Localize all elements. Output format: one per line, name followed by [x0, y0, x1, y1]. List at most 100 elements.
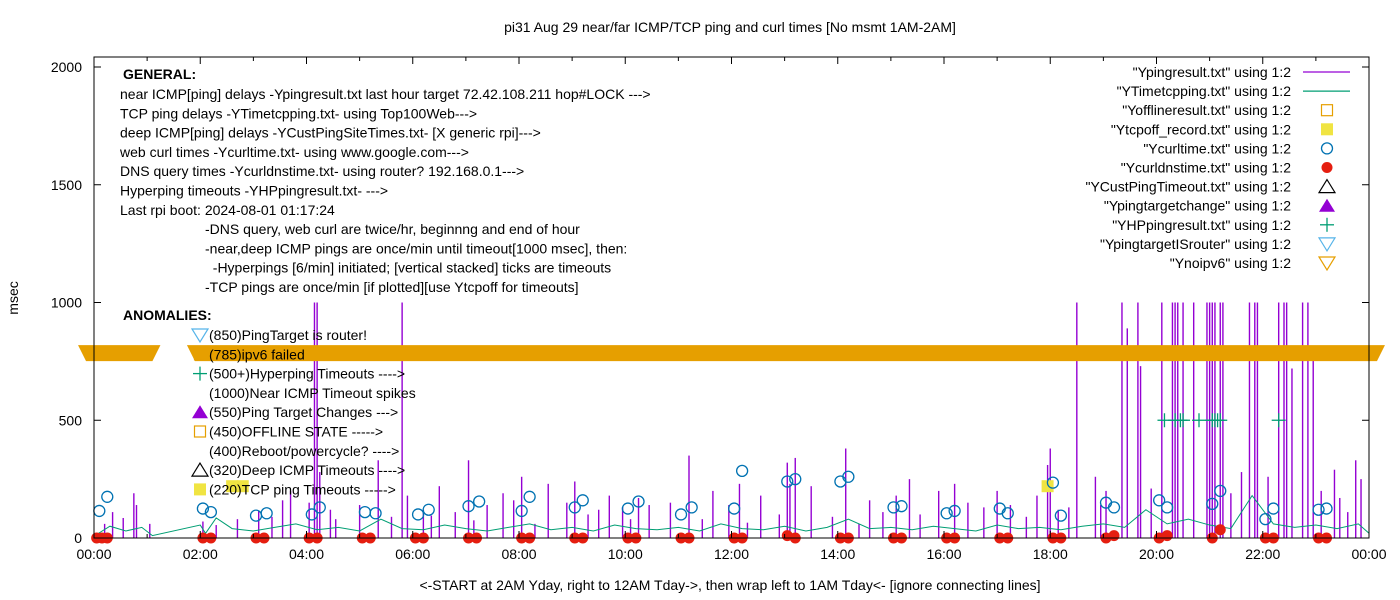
open-circle-marker: [728, 502, 741, 515]
filled-square-marker: [236, 480, 249, 493]
filled-circle-marker: [1108, 530, 1120, 542]
note-line: -near,deep ICMP pings are once/min until…: [205, 240, 627, 256]
anomaly-label: (220)TCP ping Timeouts ----->: [209, 481, 396, 497]
anomaly-key-icon: [190, 328, 210, 344]
open-circle-marker: [842, 470, 855, 483]
open-circle-marker: [411, 508, 425, 521]
legend-label: "Ycurltime.txt" using 1:2: [1143, 140, 1291, 156]
open-circle-marker: [1259, 513, 1272, 526]
open-circle-marker: [358, 505, 372, 519]
anomaly-key-icon: [193, 366, 207, 381]
filled-square-marker: [226, 480, 239, 493]
open-circle-marker: [1320, 502, 1333, 515]
open-circle-marker: [621, 502, 635, 515]
open-circle-marker: [576, 494, 589, 507]
note-line: -DNS query, web curl are twice/hr, begin…: [205, 221, 580, 237]
open-circle-marker: [1267, 502, 1280, 515]
anomaly-label: (785)ipv6 failed: [209, 346, 305, 362]
tcp-ping-line: [93, 494, 1370, 537]
anomaly-label: (1000)Near ICMP Timeout spikes: [209, 385, 416, 401]
general-line: deep ICMP[ping] delays -YCustPingSiteTim…: [120, 125, 541, 141]
open-circle-marker: [1001, 507, 1014, 520]
open-circle-marker: [632, 495, 645, 508]
legend-label: "YTimetcpping.txt" using 1:2: [1117, 83, 1292, 99]
note-line: -TCP pings are once/min [if plotted][use…: [205, 279, 579, 295]
series-ynoipv6: [78, 345, 1385, 362]
y-tick-label: 0: [74, 530, 82, 546]
open-circle-marker: [568, 501, 581, 514]
open-circle-marker: [781, 475, 794, 488]
y-tick-label: 1000: [51, 295, 82, 311]
legend-label: "YpingtargetISrouter" using 1:2: [1100, 236, 1291, 252]
x-tick-label: 00:00: [76, 546, 111, 562]
filled-circle-marker: [1161, 530, 1173, 542]
series-ycurltime-txt: [93, 464, 1333, 526]
open-circle-marker: [473, 495, 486, 508]
anomaly-label: (450)OFFLINE STATE ----->: [209, 424, 383, 440]
plus-marker: [1213, 413, 1228, 428]
anomaly-key-icon: [193, 348, 207, 361]
open-circle-marker: [101, 490, 114, 503]
open-circle-marker: [1107, 501, 1121, 514]
legend-open-circle-key: [1320, 142, 1334, 155]
open-circle-marker: [1312, 503, 1325, 516]
x-tick-label: 02:00: [183, 546, 218, 562]
legend-label: "Ypingresult.txt" using 1:2: [1133, 64, 1292, 80]
legend-open-triangle-key: [1317, 178, 1337, 194]
filled-circle-marker: [1214, 524, 1226, 536]
noipv6-marker-band: [78, 345, 161, 362]
open-circle-marker: [789, 472, 802, 486]
legend-label: "Ypingtargetchange" using 1:2: [1104, 198, 1291, 214]
open-circle-marker: [1046, 476, 1060, 489]
open-circle-marker: [196, 502, 210, 515]
anomaly-key-icon: [194, 483, 206, 496]
general-line: Hyperping timeouts -YHPpingresult.txt- -…: [120, 183, 388, 199]
axis-ticks: 00:00 02:00 04:00 06:00 08:00 10:00 12:00 14:00…: [51, 57, 1387, 562]
open-circle-marker: [735, 464, 749, 478]
legend-open-down-triangle-key: [1317, 237, 1337, 253]
open-circle-marker: [940, 507, 953, 520]
x-tick-label: 00:00: [1351, 546, 1386, 562]
legend-filled-square-key: [1321, 123, 1333, 136]
general-line: web curl times -Ycurltime.txt- using www…: [119, 144, 469, 160]
anomaly-key-icon: [190, 461, 210, 477]
x-tick-label: 14:00: [820, 546, 855, 562]
annotations: GENERAL: near ICMP[ping] delays -Ypingres…: [119, 66, 651, 497]
plus-marker: [1192, 413, 1206, 428]
open-circle-marker: [313, 501, 326, 514]
open-circle-marker: [1214, 484, 1227, 498]
legend-label: "YHPpingresult.txt" using 1:2: [1112, 217, 1291, 233]
open-circle-marker: [1160, 501, 1174, 514]
anomaly-label: (850)PingTarget is router!: [209, 327, 367, 343]
x-tick-label: 12:00: [714, 546, 749, 562]
open-circle-marker: [93, 504, 106, 518]
filled-square-marker: [1041, 480, 1054, 493]
open-circle-marker: [1153, 494, 1166, 507]
open-circle-marker: [369, 507, 382, 520]
open-circle-marker: [685, 501, 698, 514]
series-ytimetcpping-txt: [93, 494, 1370, 537]
legend-plus-key: [1320, 217, 1334, 232]
open-circle-marker: [249, 509, 263, 522]
general-line: DNS query times -Ycurldnstime.txt- using…: [120, 163, 524, 179]
anomaly-label: (550)Ping Target Changes --->: [209, 404, 398, 420]
anomalies-heading: ANOMALIES:: [123, 307, 212, 323]
open-circle-marker: [204, 505, 218, 519]
series-yhppingresult-txt: [1157, 413, 1286, 428]
open-circle-marker: [515, 504, 528, 518]
note-line: -Hyperpings [6/min] initiated; [vertical…: [205, 260, 611, 276]
y-tick-label: 500: [59, 412, 83, 428]
anomaly-label: (500+)Hyperping Timeouts ---->: [209, 366, 405, 382]
legend-label: "Ytcpoff_record.txt" using 1:2: [1111, 121, 1291, 137]
open-circle-marker: [1054, 509, 1068, 522]
legend-open-down-triangle-key: [1317, 256, 1337, 272]
anomaly-key-icon: [193, 425, 207, 438]
legend-label: "Ynoipv6" using 1:2: [1170, 255, 1291, 271]
general-heading: GENERAL:: [123, 66, 196, 82]
legend-label: "Yofflineresult.txt" using 1:2: [1122, 102, 1291, 118]
plus-marker: [1176, 413, 1191, 428]
open-circle-marker: [834, 475, 847, 488]
x-tick-label: 08:00: [501, 546, 536, 562]
open-circle-marker: [260, 507, 273, 520]
